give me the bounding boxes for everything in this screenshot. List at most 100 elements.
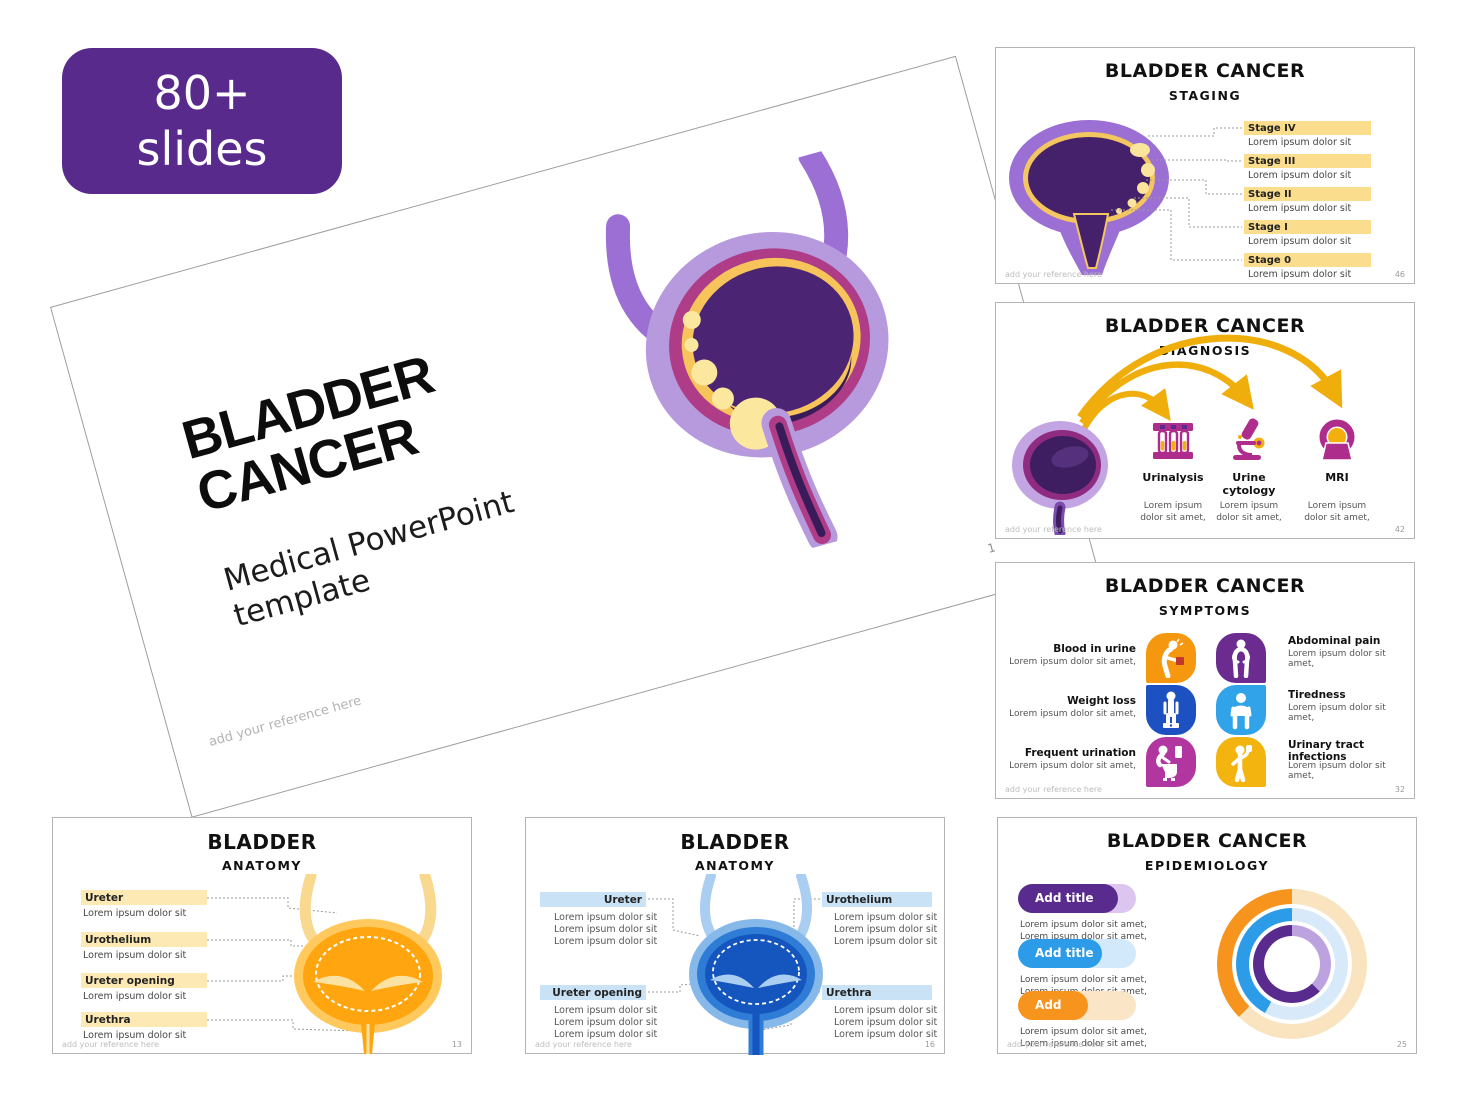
symptom-desc: Lorem ipsum dolor sit amet, bbox=[1288, 703, 1386, 723]
frequent-urination-icon bbox=[1146, 737, 1196, 787]
stage-item: Stage 0 Lorem ipsum dolor sit bbox=[1244, 253, 1371, 280]
title-slide: BLADDER CANCER Medical PowerPoint templa… bbox=[50, 55, 1098, 818]
slide-subtitle: STAGING bbox=[1168, 88, 1242, 103]
mri-scanner-icon bbox=[1314, 417, 1360, 463]
reference-placeholder: add your reference here bbox=[1005, 525, 1102, 534]
stage-item: Stage IV Lorem ipsum dolor sit bbox=[1244, 121, 1371, 148]
desc-line: Lorem ipsum dolor sit bbox=[834, 936, 938, 948]
diagnosis-slide: BLADDER CANCER DIAGNOSIS bbox=[995, 302, 1415, 539]
diagnosis-item-desc: Lorem ipsum dolor sit amet, bbox=[1140, 501, 1206, 523]
desc-line: Lorem ipsum dolor sit bbox=[554, 912, 658, 923]
slide-title: BLADDER bbox=[207, 830, 317, 854]
stage-label: Stage IV bbox=[1244, 121, 1371, 135]
symptom-label: Blood in urine bbox=[1053, 643, 1136, 655]
desc-line: Lorem ipsum dolor sit bbox=[834, 912, 938, 923]
pill-desc: Lorem ipsum dolor sit amet, Lorem ipsum … bbox=[1020, 919, 1147, 943]
anatomy-desc: Lorem ipsum dolor sit bbox=[83, 950, 187, 961]
anatomy-desc: Lorem ipsum dolor sit bbox=[83, 991, 187, 1002]
symptom-label: Abdominal pain bbox=[1288, 635, 1381, 647]
badge-line-1: 80+ bbox=[153, 65, 251, 120]
reference-placeholder: add your reference here bbox=[1005, 785, 1102, 794]
desc-line: Lorem ipsum dolor sit bbox=[834, 1017, 938, 1029]
stage-item: Stage II Lorem ipsum dolor sit bbox=[1244, 187, 1371, 214]
microscope-icon bbox=[1226, 417, 1272, 463]
symptom-label: Frequent urination bbox=[1024, 747, 1136, 759]
desc-line: Lorem ipsum dolor sit bbox=[834, 1029, 938, 1041]
badge-line-2: slides bbox=[136, 122, 268, 176]
anatomy-label: Urothelium bbox=[822, 892, 932, 907]
stage-desc: Lorem ipsum dolor sit bbox=[1248, 170, 1352, 181]
diagnosis-item-label: Urine cytology bbox=[1222, 471, 1276, 498]
anatomy-label: Urothelium bbox=[81, 932, 207, 947]
slide-subtitle: EPIDEMIOLOGY bbox=[1144, 858, 1270, 873]
desc-line: Lorem ipsum dolor sit bbox=[834, 1005, 938, 1016]
anatomy-desc: Lorem ipsum dolor sit Lorem ipsum dolor … bbox=[834, 912, 937, 948]
slide-title: BLADDER bbox=[680, 830, 790, 854]
page-number: 16 bbox=[924, 1040, 935, 1049]
reference-placeholder: add your reference here bbox=[62, 1040, 159, 1049]
symptom-label: Urinary tract infections bbox=[1288, 739, 1365, 763]
desc-line: Lorem ipsum dolor sit bbox=[554, 924, 658, 936]
stage-item: Stage III Lorem ipsum dolor sit bbox=[1244, 154, 1371, 181]
orange-bladder-illustration bbox=[283, 874, 453, 1054]
symptom-desc: Lorem ipsum dolor sit amet, bbox=[1288, 649, 1386, 669]
desc-line: Lorem ipsum dolor sit amet, bbox=[1020, 1027, 1147, 1037]
weight-loss-icon bbox=[1146, 685, 1196, 735]
anatomy-label: Ureter opening bbox=[81, 973, 207, 988]
stage-desc: Lorem ipsum dolor sit bbox=[1248, 137, 1352, 148]
symptoms-slide: BLADDER CANCER SYMPTOMS bbox=[995, 562, 1415, 799]
pill-desc: Lorem ipsum dolor sit amet, Lorem ipsum … bbox=[1020, 1026, 1147, 1050]
desc-line: Lorem ipsum dolor sit bbox=[554, 1029, 658, 1041]
slide-title: BLADDER CANCER bbox=[1104, 575, 1306, 597]
diagnosis-item-label: MRI bbox=[1325, 471, 1349, 484]
add-title-pill: Add title bbox=[1018, 884, 1118, 913]
symptom-desc: Lorem ipsum dolor sit amet, bbox=[1009, 761, 1136, 771]
desc-line: Lorem ipsum dolor sit amet, bbox=[1020, 1039, 1147, 1050]
symptom-label: Weight loss bbox=[1067, 695, 1136, 707]
symptom-desc: Lorem ipsum dolor sit amet, bbox=[1009, 709, 1136, 719]
desc-line: Lorem ipsum dolor sit bbox=[554, 936, 658, 948]
anatomy-desc: Lorem ipsum dolor sit bbox=[83, 908, 187, 919]
page-number: 1 bbox=[985, 540, 998, 556]
symptom-label: Tiredness bbox=[1288, 689, 1346, 701]
page-number: 13 bbox=[451, 1040, 462, 1049]
staging-slide: BLADDER CANCER STAGING Sta bbox=[995, 47, 1415, 284]
tiredness-icon bbox=[1216, 685, 1266, 735]
anatomy-blue-slide: BLADDER ANATOMY Ureter Lorem bbox=[525, 817, 945, 1055]
stage-label: Stage 0 bbox=[1244, 253, 1371, 267]
slide-count-badge: 80+ slides bbox=[62, 48, 342, 194]
reference-placeholder: add your reference here bbox=[535, 1040, 632, 1049]
small-bladder-illustration bbox=[1008, 415, 1118, 535]
stage-desc: Lorem ipsum dolor sit bbox=[1248, 203, 1352, 214]
bladder-illustration bbox=[577, 139, 968, 585]
page-number: 32 bbox=[1394, 785, 1405, 794]
reference-placeholder: add your reference here bbox=[1005, 270, 1102, 279]
test-tubes-icon bbox=[1151, 419, 1195, 463]
anatomy-desc: Lorem ipsum dolor sit Lorem ipsum dolor … bbox=[554, 912, 657, 948]
anatomy-desc: Lorem ipsum dolor sit Lorem ipsum dolor … bbox=[834, 1005, 937, 1041]
desc-line: Lorem ipsum dolor sit bbox=[554, 1005, 658, 1016]
desc-line: Lorem ipsum dolor sit amet, bbox=[1020, 975, 1147, 985]
anatomy-label: Ureter bbox=[81, 890, 207, 905]
reference-placeholder: add your reference here bbox=[207, 693, 363, 751]
stage-label: Stage I bbox=[1244, 220, 1371, 234]
slide-subtitle: SYMPTOMS bbox=[1158, 603, 1252, 618]
desc-line: Lorem ipsum dolor sit bbox=[834, 924, 938, 936]
diagnosis-item-label: Urinalysis bbox=[1142, 471, 1204, 484]
diagnosis-arrows bbox=[1077, 334, 1343, 431]
stage-item: Stage I Lorem ipsum dolor sit bbox=[1244, 220, 1371, 247]
anatomy-orange-slide: BLADDER ANATOMY Ureter Lorem ipsum dolor… bbox=[52, 817, 472, 1054]
ring-center bbox=[1264, 936, 1320, 992]
anatomy-label: Ureter bbox=[540, 892, 646, 907]
anatomy-label: Urethra bbox=[81, 1012, 207, 1027]
abdominal-pain-icon bbox=[1216, 633, 1266, 683]
staged-bladder-illustration bbox=[1004, 110, 1189, 278]
title-slide-heading: BLADDER CANCER bbox=[176, 345, 454, 525]
blood-in-urine-icon bbox=[1146, 633, 1196, 683]
slide-title: BLADDER CANCER bbox=[1106, 830, 1308, 852]
reference-placeholder: add your reference here bbox=[1007, 1040, 1104, 1049]
slide-subtitle: ANATOMY bbox=[695, 858, 775, 873]
symptom-desc: Lorem ipsum dolor sit amet, bbox=[1288, 761, 1386, 781]
stage-label: Stage II bbox=[1244, 187, 1371, 201]
